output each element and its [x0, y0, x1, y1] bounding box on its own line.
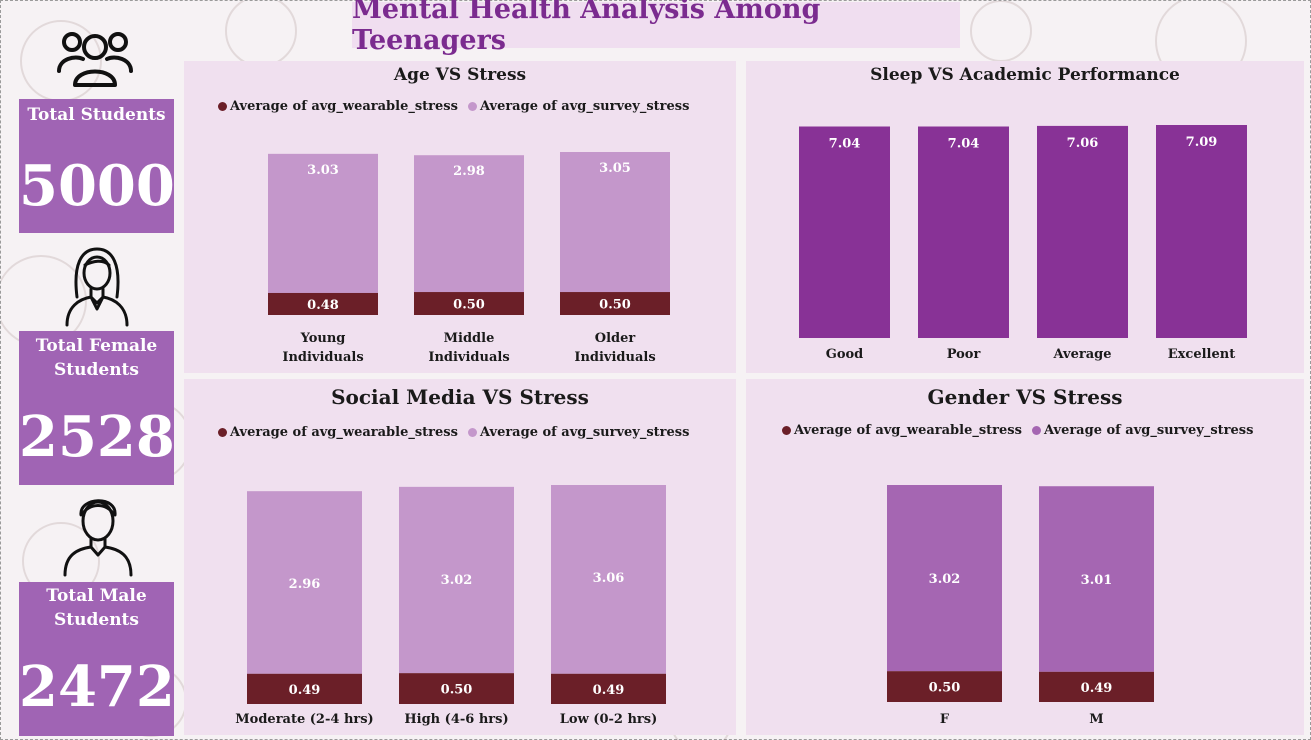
- sleep-performance-title: Sleep VS Academic Performance: [870, 65, 1180, 85]
- category-label-1: High (4-6 hrs): [404, 712, 508, 727]
- data-label-survey-2: 3.05: [599, 161, 631, 176]
- bar-wearable-0[interactable]: [887, 671, 1002, 702]
- legend-survey-swatch: [1031, 426, 1041, 435]
- bar-survey-0[interactable]: [247, 491, 362, 674]
- category-label-0: F: [940, 712, 950, 727]
- group-icon: [57, 32, 133, 87]
- kpi-total-male-label: Total Male Students: [19, 582, 174, 638]
- data-label-wearable-0: 0.49: [289, 683, 321, 698]
- category-label-1: Middle Individuals: [428, 331, 509, 365]
- gender-stress-title: Gender VS Stress: [927, 385, 1123, 409]
- category-label-2: Older Individuals: [574, 331, 655, 365]
- category-label-0: Young Individuals: [282, 331, 363, 365]
- bar-survey-0[interactable]: [268, 153, 378, 293]
- legend-wearable-label: Average of avg_wearable_stress: [230, 99, 458, 114]
- social-media-stress-panel: Social Media VS Stress Average of avg_we…: [184, 379, 736, 735]
- age-stress-legend: Average of avg_wearable_stress Average o…: [218, 99, 689, 114]
- category-label-0: Good: [826, 347, 864, 362]
- legend-survey: Average of avg_survey_stress: [467, 99, 690, 114]
- social-media-stress-title: Social Media VS Stress: [331, 385, 589, 409]
- data-label-survey-0: 2.96: [289, 577, 321, 592]
- kpi-total-students-value: 5000: [19, 139, 175, 233]
- legend-wearable-label: Average of avg_wearable_stress: [230, 425, 458, 440]
- legend-wearable-swatch: [218, 102, 227, 111]
- kpi-total-students-label: Total Students: [19, 99, 174, 139]
- data-label-survey-0: 3.03: [307, 163, 339, 178]
- data-label-sleep-3: 7.09: [1186, 135, 1218, 150]
- sleep-performance-chart: 7.04 Good 7.04 Poor 7.06 Average 7.09 Excellent: [799, 125, 1247, 362]
- bar-wearable-0[interactable]: [247, 673, 362, 704]
- legend-wearable: Average of avg_wearable_stress: [218, 99, 458, 114]
- female-student-icon: [65, 247, 129, 327]
- category-label-3: Excellent: [1168, 347, 1235, 362]
- male-student-icon: [63, 499, 133, 577]
- bar-wearable-2[interactable]: [560, 292, 670, 315]
- age-stress-panel: Age VS Stress Average of avg_wearable_st…: [184, 61, 736, 373]
- bar-survey-0[interactable]: [887, 485, 1002, 672]
- data-label-survey-2: 3.06: [593, 571, 625, 586]
- gender-stress-legend: Average of avg_wearable_stress Average o…: [782, 423, 1253, 438]
- bar-wearable-2[interactable]: [551, 673, 666, 704]
- legend-survey-label: Average of avg_survey_stress: [479, 425, 690, 440]
- bar-sleep-3[interactable]: [1156, 125, 1247, 338]
- data-label-sleep-2: 7.06: [1067, 136, 1099, 151]
- bar-survey-1[interactable]: [1039, 486, 1154, 672]
- data-label-wearable-2: 0.50: [599, 298, 631, 313]
- data-label-sleep-1: 7.04: [948, 137, 980, 152]
- kpi-total-female-value: 2528: [19, 389, 175, 485]
- category-label-2: Low (0-2 hrs): [560, 712, 657, 727]
- bar-sleep-0[interactable]: [799, 126, 890, 339]
- bar-survey-2[interactable]: [560, 152, 670, 293]
- bar-sleep-2[interactable]: [1037, 125, 1128, 338]
- social-media-stress-chart: 2.96 0.49 Moderate (2-4 hrs) 3.02 0.50 High (…: [235, 485, 666, 727]
- data-label-survey-1: 2.98: [453, 164, 485, 179]
- bar-wearable-1[interactable]: [399, 673, 514, 704]
- title-banner: Mental Health Analysis Among Teenagers: [352, 0, 960, 56]
- legend-survey-label: Average of avg_survey_stress: [1043, 423, 1254, 438]
- data-label-sleep-0: 7.04: [829, 137, 861, 152]
- data-label-survey-1: 3.02: [441, 573, 473, 588]
- gender-stress-panel: Gender VS Stress Average of avg_wearable…: [746, 379, 1304, 735]
- bar-survey-1[interactable]: [399, 486, 514, 674]
- data-label-wearable-1: 0.50: [453, 298, 485, 313]
- category-label-0: Moderate (2-4 hrs): [235, 712, 373, 727]
- category-label-1: M: [1089, 712, 1103, 727]
- category-label-1: Poor: [947, 347, 981, 362]
- bar-survey-2[interactable]: [551, 485, 666, 674]
- legend-survey-label: Average of avg_survey_stress: [479, 99, 690, 114]
- kpi-total-female-label: Total Female Students: [19, 331, 174, 389]
- sleep-performance-panel: Sleep VS Academic Performance 7.04 Good 7.…: [746, 61, 1304, 373]
- legend-survey-swatch: [467, 428, 477, 437]
- legend-wearable-swatch: [782, 426, 791, 435]
- age-stress-title: Age VS Stress: [393, 65, 527, 85]
- legend-wearable: Average of avg_wearable_stress: [218, 425, 458, 440]
- legend-survey: Average of avg_survey_stress: [1031, 423, 1254, 438]
- gender-stress-chart: 3.02 0.50 F 3.01 0.49 M: [887, 485, 1154, 727]
- data-label-wearable-0: 0.50: [929, 681, 961, 696]
- data-label-wearable-1: 0.49: [1081, 681, 1113, 696]
- legend-survey-swatch: [467, 102, 477, 111]
- legend-wearable-label: Average of avg_wearable_stress: [794, 423, 1022, 438]
- bar-wearable-0[interactable]: [268, 292, 378, 315]
- legend-wearable: Average of avg_wearable_stress: [782, 423, 1022, 438]
- legend-survey: Average of avg_survey_stress: [467, 425, 690, 440]
- data-label-wearable-0: 0.48: [307, 298, 339, 313]
- page-title: Mental Health Analysis Among Teenagers: [352, 0, 821, 56]
- bar-sleep-1[interactable]: [918, 126, 1009, 339]
- legend-wearable-swatch: [218, 428, 227, 437]
- category-label-2: Average: [1052, 347, 1111, 362]
- data-label-survey-0: 3.02: [929, 572, 961, 587]
- bar-survey-1[interactable]: [414, 155, 524, 293]
- kpi-total-male-value: 2472: [19, 638, 175, 736]
- social-media-legend: Average of avg_wearable_stress Average o…: [218, 425, 689, 440]
- data-label-wearable-2: 0.49: [593, 683, 625, 698]
- bar-wearable-1[interactable]: [1039, 671, 1154, 702]
- data-label-survey-1: 3.01: [1081, 573, 1113, 588]
- data-label-wearable-1: 0.50: [441, 683, 473, 698]
- bar-wearable-1[interactable]: [414, 292, 524, 315]
- age-stress-chart: 3.03 0.48 Young Individuals 2.98 0.50 Middle In…: [268, 152, 670, 365]
